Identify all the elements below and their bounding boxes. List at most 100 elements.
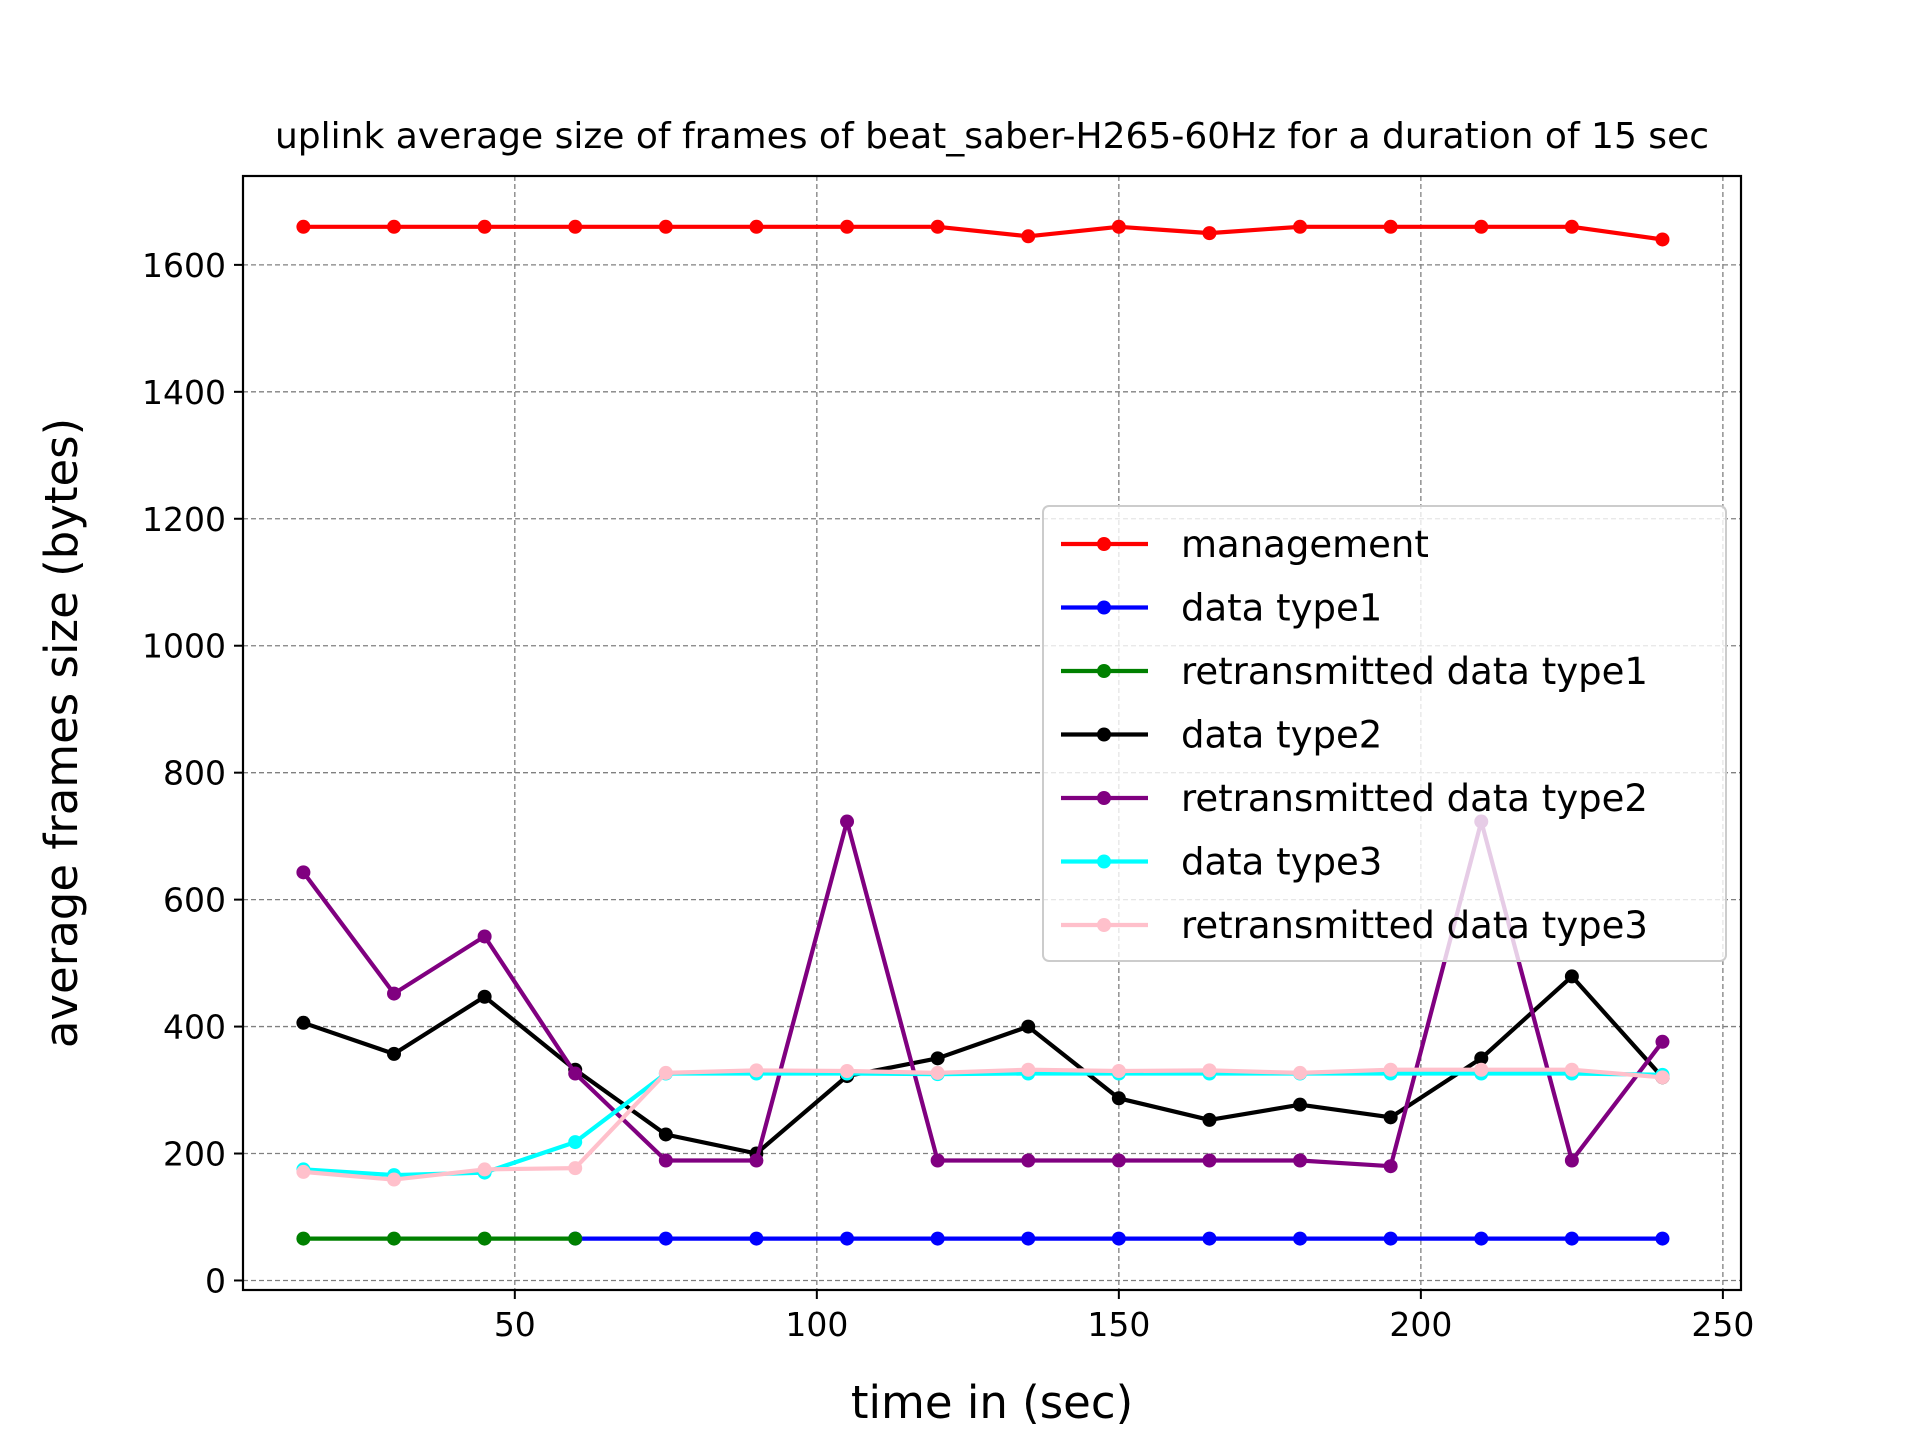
data-point — [387, 219, 402, 234]
legend-entry: data type1 — [1061, 587, 1382, 630]
y-tick-label: 200 — [163, 1135, 226, 1174]
y-tick-label: 600 — [163, 881, 226, 920]
data-point — [1111, 1064, 1126, 1079]
x-tick-label: 150 — [1087, 1305, 1150, 1344]
data-point — [296, 1015, 311, 1030]
data-point — [749, 1153, 764, 1168]
x-tick-label: 100 — [785, 1305, 848, 1344]
data-point — [1383, 1231, 1398, 1246]
data-point — [1474, 1231, 1489, 1246]
data-point — [1293, 1153, 1308, 1168]
data-point — [1655, 1034, 1670, 1049]
data-point — [296, 219, 311, 234]
legend-entry: retransmitted data type1 — [1061, 650, 1648, 693]
data-point — [477, 1231, 492, 1246]
data-point — [840, 814, 855, 829]
legend-entry: management — [1061, 523, 1429, 566]
data-point — [1293, 1065, 1308, 1080]
series-management — [296, 219, 1670, 247]
y-tick-label: 800 — [163, 754, 226, 793]
y-axis-title: average frames size (bytes) — [35, 418, 88, 1048]
data-point — [1202, 1112, 1217, 1127]
legend-entry: retransmitted data type2 — [1061, 777, 1648, 820]
series-line — [301, 819, 1665, 1169]
data-point — [1111, 1231, 1126, 1246]
legend-marker — [1097, 791, 1111, 805]
data-point — [1202, 1063, 1217, 1078]
data-point — [296, 1231, 311, 1246]
data-point — [1655, 232, 1670, 247]
data-point — [749, 1063, 764, 1078]
legend-label: retransmitted data type3 — [1181, 904, 1648, 947]
data-point — [1202, 226, 1217, 241]
data-point — [387, 1172, 402, 1187]
legend-entry: data type3 — [1061, 841, 1382, 884]
legend-box — [1042, 505, 1727, 962]
data-point — [1293, 1231, 1308, 1246]
data-point — [749, 219, 764, 234]
series-line — [303, 1071, 1663, 1178]
data-point — [658, 1231, 673, 1246]
data-point — [568, 1135, 583, 1150]
y-tick-label: 1600 — [142, 246, 226, 285]
legend-marker — [1097, 727, 1111, 742]
data-point — [1564, 219, 1579, 234]
legend-label: data type3 — [1181, 841, 1382, 884]
data-point — [930, 1051, 945, 1066]
y-tick-label: 0 — [205, 1261, 226, 1300]
data-point — [1021, 1062, 1036, 1077]
legend-marker — [1097, 854, 1111, 869]
data-point — [568, 1161, 583, 1176]
data-point — [840, 1231, 855, 1246]
data-point — [568, 1231, 583, 1246]
data-point — [1655, 1070, 1670, 1085]
data-point — [1383, 219, 1398, 234]
data-point — [1564, 1231, 1579, 1246]
data-point — [1202, 1153, 1217, 1168]
data-point — [658, 1065, 673, 1080]
series-retransmitted-data-type3 — [296, 1062, 1670, 1187]
legend-label: data type2 — [1181, 714, 1382, 757]
data-point — [1021, 1153, 1036, 1168]
series-line — [303, 224, 1663, 242]
data-point — [1474, 1062, 1489, 1077]
data-point — [840, 219, 855, 234]
data-point — [568, 219, 583, 234]
data-point — [1474, 219, 1489, 234]
series-retransmitted-data-type2 — [296, 814, 1670, 1174]
data-point — [1655, 1231, 1670, 1246]
data-point — [1564, 969, 1579, 984]
data-point — [658, 1127, 673, 1142]
legend-marker — [1097, 918, 1111, 932]
data-point — [477, 219, 492, 234]
data-point — [749, 1231, 764, 1246]
y-tick-label: 1400 — [142, 373, 226, 412]
data-point — [1111, 219, 1126, 234]
legend-label: data type1 — [1181, 587, 1382, 630]
data-point — [1383, 1110, 1398, 1125]
legend-label: management — [1181, 523, 1429, 566]
data-point — [658, 1153, 673, 1168]
data-point — [1202, 1231, 1217, 1246]
data-point — [477, 989, 492, 1004]
legend-label: retransmitted data type1 — [1181, 650, 1648, 693]
legend-label: retransmitted data type2 — [1181, 777, 1648, 820]
series-retransmitted-data-type1 — [296, 1231, 583, 1246]
legend-marker — [1097, 537, 1111, 551]
data-point — [387, 1046, 402, 1061]
data-point — [477, 929, 492, 944]
data-point — [840, 1064, 855, 1079]
data-point — [930, 1065, 945, 1080]
y-tick-label: 1000 — [142, 627, 226, 666]
legend-marker — [1097, 600, 1111, 615]
x-tick-label: 50 — [494, 1305, 536, 1344]
legend-entry: retransmitted data type3 — [1061, 904, 1648, 947]
plot-frame — [241, 174, 1743, 1292]
legend-marker — [1097, 664, 1111, 678]
data-point — [1293, 219, 1308, 234]
data-point — [930, 1231, 945, 1246]
series-layer — [296, 219, 1670, 1246]
data-point — [1111, 1091, 1126, 1106]
data-point — [658, 219, 673, 234]
